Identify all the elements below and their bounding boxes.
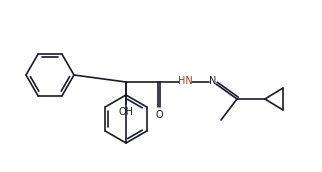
- Text: O: O: [155, 110, 163, 120]
- Text: HN: HN: [178, 76, 192, 86]
- Text: N: N: [209, 76, 217, 86]
- Text: OH: OH: [118, 107, 134, 117]
